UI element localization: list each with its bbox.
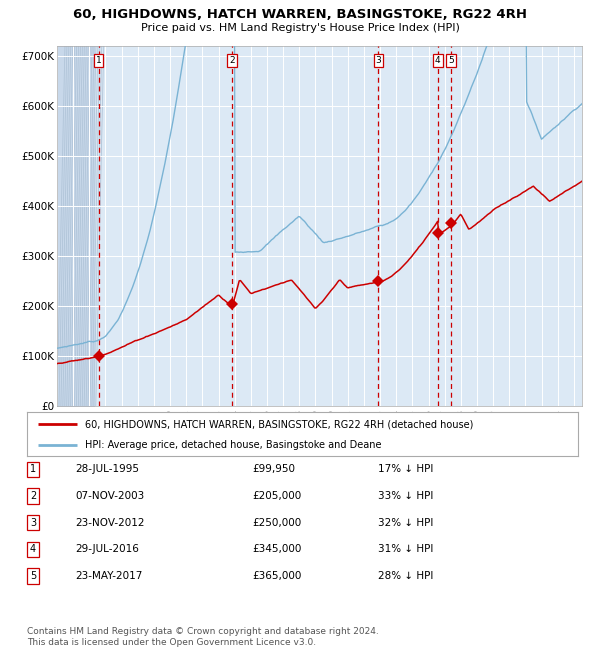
Text: 60, HIGHDOWNS, HATCH WARREN, BASINGSTOKE, RG22 4RH: 60, HIGHDOWNS, HATCH WARREN, BASINGSTOKE… — [73, 8, 527, 21]
Text: 1: 1 — [95, 56, 101, 65]
Text: £205,000: £205,000 — [252, 491, 301, 501]
Text: 5: 5 — [448, 56, 454, 65]
Text: 3: 3 — [376, 56, 382, 65]
Text: 60, HIGHDOWNS, HATCH WARREN, BASINGSTOKE, RG22 4RH (detached house): 60, HIGHDOWNS, HATCH WARREN, BASINGSTOKE… — [85, 419, 473, 429]
Text: 33% ↓ HPI: 33% ↓ HPI — [378, 491, 433, 501]
Text: £365,000: £365,000 — [252, 571, 301, 581]
Text: £250,000: £250,000 — [252, 517, 301, 528]
Text: 3: 3 — [30, 517, 36, 528]
Text: £99,950: £99,950 — [252, 464, 295, 474]
Text: 2: 2 — [30, 491, 36, 501]
Text: 28-JUL-1995: 28-JUL-1995 — [75, 464, 139, 474]
Text: Price paid vs. HM Land Registry's House Price Index (HPI): Price paid vs. HM Land Registry's House … — [140, 23, 460, 32]
Text: 23-MAY-2017: 23-MAY-2017 — [75, 571, 142, 581]
Text: 4: 4 — [30, 544, 36, 554]
Text: 2: 2 — [229, 56, 235, 65]
Text: 5: 5 — [30, 571, 36, 581]
Text: 1: 1 — [30, 464, 36, 474]
Text: 4: 4 — [435, 56, 440, 65]
Text: 23-NOV-2012: 23-NOV-2012 — [75, 517, 145, 528]
Text: 17% ↓ HPI: 17% ↓ HPI — [378, 464, 433, 474]
Text: 07-NOV-2003: 07-NOV-2003 — [75, 491, 144, 501]
Text: Contains HM Land Registry data © Crown copyright and database right 2024.
This d: Contains HM Land Registry data © Crown c… — [27, 627, 379, 647]
Text: HPI: Average price, detached house, Basingstoke and Deane: HPI: Average price, detached house, Basi… — [85, 440, 382, 450]
Text: £345,000: £345,000 — [252, 544, 301, 554]
Text: 32% ↓ HPI: 32% ↓ HPI — [378, 517, 433, 528]
Text: 31% ↓ HPI: 31% ↓ HPI — [378, 544, 433, 554]
Text: 28% ↓ HPI: 28% ↓ HPI — [378, 571, 433, 581]
Text: 29-JUL-2016: 29-JUL-2016 — [75, 544, 139, 554]
